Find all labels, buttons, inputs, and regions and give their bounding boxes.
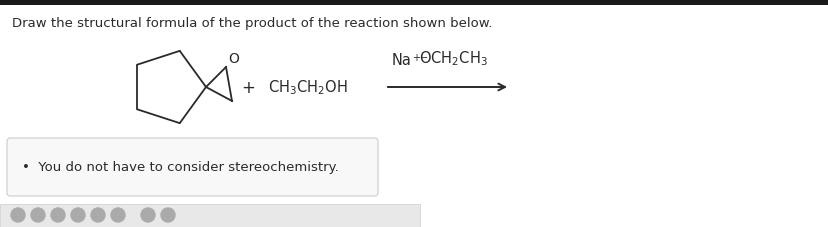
Circle shape xyxy=(111,208,125,222)
Circle shape xyxy=(31,208,45,222)
Circle shape xyxy=(11,208,25,222)
Text: •  You do not have to consider stereochemistry.: • You do not have to consider stereochem… xyxy=(22,161,339,174)
Bar xyxy=(0,204,420,227)
Text: Draw the structural formula of the product of the reaction shown below.: Draw the structural formula of the produ… xyxy=(12,17,492,30)
FancyBboxPatch shape xyxy=(7,138,378,196)
Circle shape xyxy=(51,208,65,222)
Text: +: + xyxy=(412,53,420,63)
Bar xyxy=(0,0,828,6)
Circle shape xyxy=(141,208,155,222)
Circle shape xyxy=(161,208,175,222)
Circle shape xyxy=(91,208,105,222)
Text: CH$_3$CH$_2$OH: CH$_3$CH$_2$OH xyxy=(267,78,347,97)
Text: +: + xyxy=(241,79,255,96)
Text: OCH$_2$CH$_3$: OCH$_2$CH$_3$ xyxy=(418,49,487,68)
Text: −: − xyxy=(420,53,427,63)
Text: Na: Na xyxy=(392,53,412,68)
Text: O: O xyxy=(228,52,238,66)
Circle shape xyxy=(71,208,85,222)
